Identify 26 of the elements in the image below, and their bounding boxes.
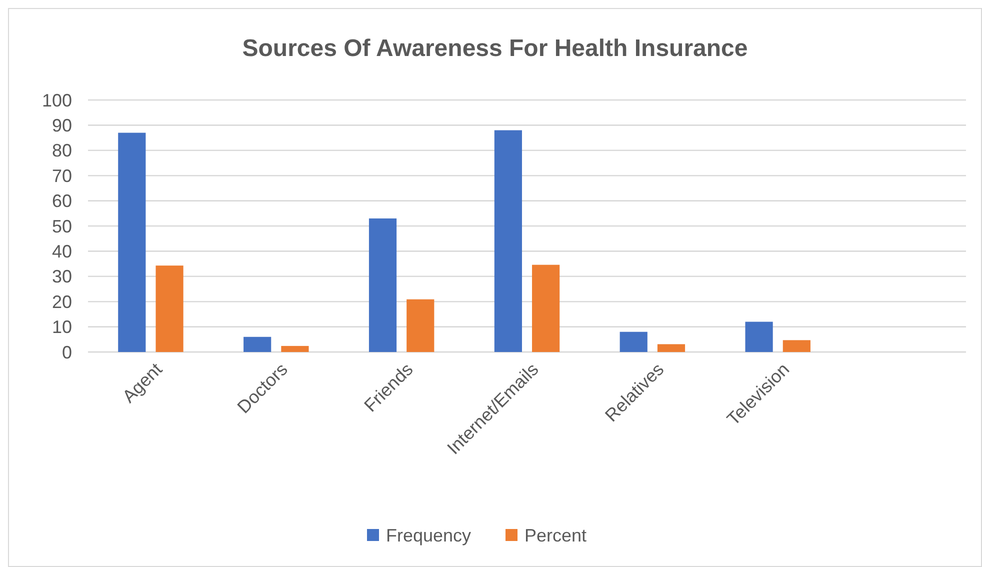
bar	[118, 132, 146, 352]
y-tick-label: 60	[52, 191, 72, 212]
bar	[745, 322, 773, 352]
y-tick-label: 30	[52, 266, 72, 287]
bar	[532, 264, 560, 352]
y-tick-label: 20	[52, 292, 72, 312]
bar	[406, 299, 434, 352]
bar	[620, 332, 648, 352]
y-tick-label: 40	[52, 242, 72, 262]
bar	[494, 130, 522, 352]
y-tick-label: 90	[52, 116, 72, 136]
legend-label: Frequency	[386, 525, 472, 546]
bar	[156, 266, 184, 352]
bar	[657, 344, 686, 352]
bar	[281, 346, 309, 352]
y-tick-label: 100	[42, 90, 72, 110]
y-tick-label: 80	[52, 140, 72, 161]
y-tick-label: 50	[52, 216, 72, 236]
bar	[244, 336, 272, 352]
bar	[368, 218, 397, 352]
y-tick-label: 70	[52, 166, 72, 186]
y-tick-label: 0	[62, 342, 72, 362]
bar	[782, 340, 810, 352]
chart-title: Sources Of Awareness For Health Insurance	[242, 35, 748, 62]
legend-label: Percent	[524, 525, 587, 546]
y-tick-label: 10	[52, 317, 72, 338]
